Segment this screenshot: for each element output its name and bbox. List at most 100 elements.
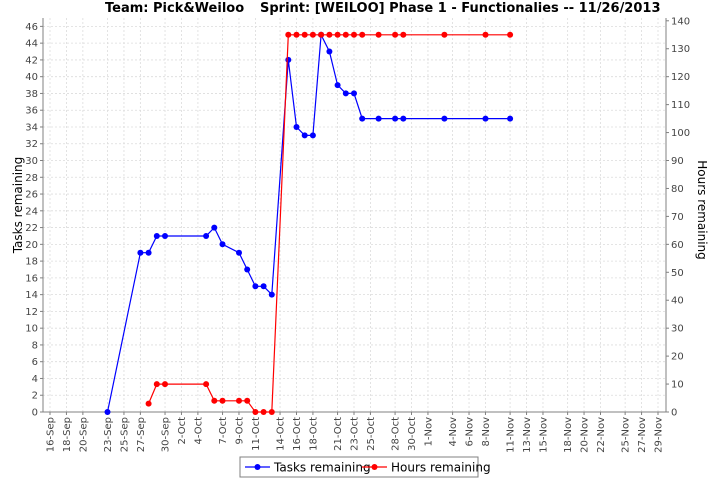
x-tick-label: 23-Sep xyxy=(103,417,114,452)
chart-title-sprint: Sprint: [WEILOO] Phase 1 - Functionalies… xyxy=(260,1,661,16)
data-point xyxy=(252,283,259,290)
x-tick-label: 9-Oct xyxy=(234,417,245,445)
x-tick-label: 11-Nov xyxy=(506,417,517,453)
legend: Tasks remaining Hours remaining xyxy=(239,456,491,478)
data-point xyxy=(400,115,407,122)
right-tick-label: 110 xyxy=(671,100,690,111)
right-tick-label: 50 xyxy=(671,268,684,279)
series-hours xyxy=(145,31,514,415)
x-tick-label: 16-Sep xyxy=(46,417,57,452)
data-point xyxy=(482,115,489,122)
data-point xyxy=(244,266,251,273)
data-point xyxy=(293,31,300,38)
data-point xyxy=(326,48,333,55)
left-tick-label: 16 xyxy=(25,273,38,284)
data-point xyxy=(260,409,267,415)
data-point xyxy=(301,132,308,139)
data-point xyxy=(285,31,292,38)
data-point xyxy=(153,381,160,388)
legend-box xyxy=(239,456,479,478)
left-tick-label: 26 xyxy=(25,190,38,201)
x-axis-ticks: 16-Sep 18-Sep 20-Sep 23-Sep 25-Sep 27-Sep 30-S… xyxy=(46,412,665,453)
right-tick-label: 10 xyxy=(671,380,684,391)
left-tick-label: 2 xyxy=(32,391,38,402)
right-tick-label: 120 xyxy=(671,72,690,83)
data-point xyxy=(375,31,382,38)
plot-area xyxy=(43,18,666,412)
data-point xyxy=(342,31,349,38)
x-tick-label: 2-Oct xyxy=(177,417,188,445)
x-tick-label: 16-Oct xyxy=(292,417,303,451)
x-tick-label: 22-Nov xyxy=(596,417,607,453)
x-tick-label: 27-Sep xyxy=(136,417,147,452)
data-point xyxy=(162,381,168,388)
data-point xyxy=(145,249,152,256)
x-tick-label: 23-Oct xyxy=(350,417,361,451)
right-tick-label: 90 xyxy=(671,156,684,167)
data-point xyxy=(309,31,316,38)
x-tick-label: 29-Nov xyxy=(654,417,665,453)
x-tick-label: 21-Oct xyxy=(333,417,344,451)
x-tick-label: 4-Nov xyxy=(448,417,459,447)
data-point xyxy=(104,409,111,415)
left-axis-label: Tasks remaining xyxy=(11,157,25,255)
x-tick-label: 14-Oct xyxy=(276,417,287,451)
x-tick-label: 20-Sep xyxy=(78,417,89,452)
right-axis-label: Hours remaining xyxy=(695,160,709,260)
plot-background xyxy=(43,18,666,412)
data-point xyxy=(203,381,210,388)
left-tick-label: 22 xyxy=(25,223,38,234)
right-tick-label: 20 xyxy=(671,352,684,363)
legend-tasks-label: Tasks remaining xyxy=(273,461,371,475)
data-point xyxy=(203,233,210,239)
left-tick-label: 38 xyxy=(25,89,38,100)
data-point xyxy=(507,31,514,38)
x-tick-label: 18-Sep xyxy=(62,417,73,452)
data-point xyxy=(359,115,366,122)
data-point xyxy=(153,233,160,239)
right-tick-label: 100 xyxy=(671,128,690,139)
left-tick-label: 10 xyxy=(25,324,38,335)
x-tick-label: 8-Nov xyxy=(481,417,492,447)
data-point xyxy=(219,397,226,404)
left-tick-label: 14 xyxy=(25,290,38,301)
data-point xyxy=(351,90,357,97)
x-tick-label: 20-Nov xyxy=(580,417,591,453)
data-point xyxy=(359,31,366,38)
left-tick-label: 8 xyxy=(32,340,38,351)
right-tick-label: 130 xyxy=(671,44,690,55)
legend-hours-marker xyxy=(371,464,378,470)
data-point xyxy=(507,115,514,122)
left-tick-label: 4 xyxy=(32,374,38,385)
data-point xyxy=(252,409,259,415)
x-tick-label: 27-Nov xyxy=(637,417,648,453)
x-tick-label: 13-Nov xyxy=(522,417,533,453)
left-tick-label: 18 xyxy=(25,257,38,268)
data-point xyxy=(309,132,316,139)
x-tick-label: 4-Oct xyxy=(193,417,204,445)
left-tick-label: 6 xyxy=(32,357,38,368)
right-tick-label: 0 xyxy=(671,408,677,419)
data-point xyxy=(162,233,168,239)
x-tick-label: 7-Oct xyxy=(218,417,229,445)
data-point xyxy=(285,56,292,63)
right-tick-label: 140 xyxy=(671,16,690,27)
x-tick-label: 6-Nov xyxy=(465,417,476,447)
right-tick-label: 80 xyxy=(671,184,684,195)
left-tick-label: 12 xyxy=(25,307,38,318)
data-point xyxy=(211,224,218,231)
left-tick-label: 30 xyxy=(25,156,38,167)
data-point xyxy=(351,31,357,38)
left-axis-ticks: 0246810121416182022242628303234363840424… xyxy=(25,22,43,419)
x-tick-label: 18-Oct xyxy=(308,417,319,451)
x-tick-label: 25-Oct xyxy=(366,417,377,451)
chart-title-team: Team: Pick&Weiloo xyxy=(105,1,244,16)
x-tick-label: 28-Oct xyxy=(391,417,402,451)
x-tick-label: 15-Nov xyxy=(538,417,549,453)
data-point xyxy=(268,291,275,298)
left-tick-label: 42 xyxy=(25,55,38,66)
legend-hours-label: Hours remaining xyxy=(391,461,491,475)
right-axis-ticks: 0 10 20 30 40 50 60 70 80 90 100 110 120 130 140 xyxy=(666,16,690,419)
left-tick-label: 44 xyxy=(25,39,38,50)
